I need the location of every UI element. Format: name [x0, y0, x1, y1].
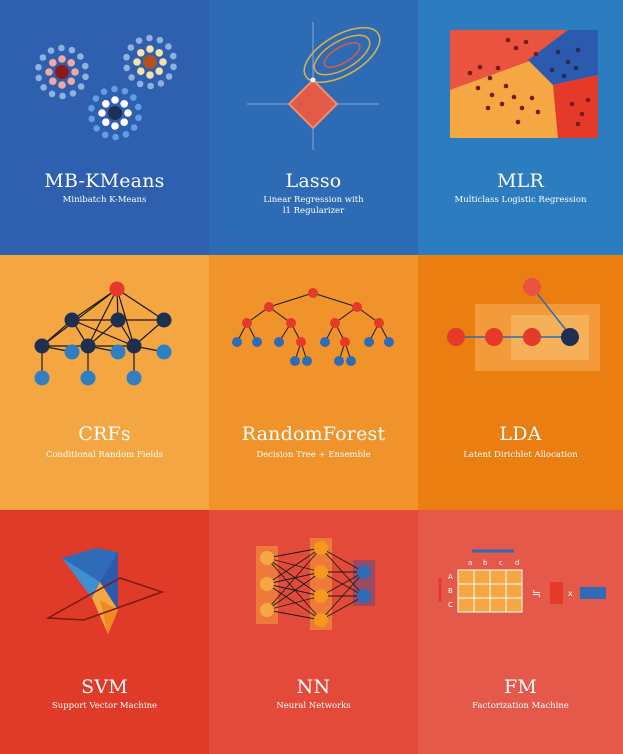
approx-symbol: ≒	[532, 587, 541, 600]
tile-svm[interactable]: SVM Support Vector Machine	[0, 510, 209, 754]
tile-subtitle: Neural Networks	[276, 701, 351, 711]
tile-subtitle: Conditional Random Fields	[45, 450, 164, 460]
fm-row-c: C	[448, 601, 453, 609]
tile-title: MB-KMeans	[44, 170, 165, 192]
tile-title: MLR	[497, 170, 544, 192]
tile-mbkmeans[interactable]: MB-KMeans Minibatch K-Means	[0, 0, 209, 255]
tile-title: Lasso	[285, 170, 342, 192]
tile-title: LDA	[499, 423, 542, 445]
fm-col-b: b	[483, 559, 488, 567]
tile-title: RandomForest	[241, 423, 386, 445]
fm-col-a: a	[468, 559, 472, 567]
decision-tree-icon	[232, 288, 394, 366]
fm-row-a: A	[448, 573, 453, 581]
tile-title: FM	[503, 676, 538, 698]
tile-subtitle: Support Vector Machine	[51, 701, 158, 711]
tile-subtitle: Latent Dirichlet Allocation	[463, 450, 578, 460]
neural-network-icon	[256, 538, 375, 630]
tile-lasso[interactable]: Lasso Linear Regression with l1 Regulari…	[209, 0, 418, 255]
hyperplane-icon	[45, 548, 165, 634]
tile-nn[interactable]: NN Neural Networks	[209, 510, 418, 754]
tile-title: NN	[296, 676, 331, 698]
lasso-contour-icon	[247, 22, 381, 150]
fm-col-c: c	[499, 559, 503, 567]
tile-title: SVM	[81, 676, 128, 698]
clustered-dots-icon	[35, 34, 177, 141]
tile-subtitle: Linear Regression with l1 Regularizer	[263, 195, 364, 216]
region-scatter-icon	[450, 30, 598, 138]
matrix-factorization-icon: a b c d A B C ≒ x	[438, 549, 606, 613]
tile-randomforest[interactable]: RandomForest Decision Tree + Ensemble	[209, 255, 418, 510]
tile-subtitle: Decision Tree + Ensemble	[256, 450, 371, 460]
fm-col-d: d	[515, 559, 519, 567]
graphical-model-icon	[34, 281, 172, 386]
tile-lda[interactable]: LDA Latent Dirichlet Allocation	[418, 255, 623, 510]
tile-subtitle: Multiclass Logistic Regression	[454, 195, 587, 205]
plate-notation-icon	[447, 278, 600, 371]
tile-subtitle: Factorization Machine	[472, 701, 569, 711]
tile-crfs[interactable]: CRFs Conditional Random Fields	[0, 255, 209, 510]
tile-mlr[interactable]: MLR Multiclass Logistic Regression	[418, 0, 623, 255]
tile-fm[interactable]: a b c d A B C ≒ x FM Factorization Machi…	[418, 510, 623, 754]
fm-row-b: B	[448, 587, 453, 595]
tile-title: CRFs	[78, 423, 131, 445]
tile-subtitle: Minibatch K-Means	[62, 195, 147, 205]
times-symbol: x	[568, 589, 573, 598]
